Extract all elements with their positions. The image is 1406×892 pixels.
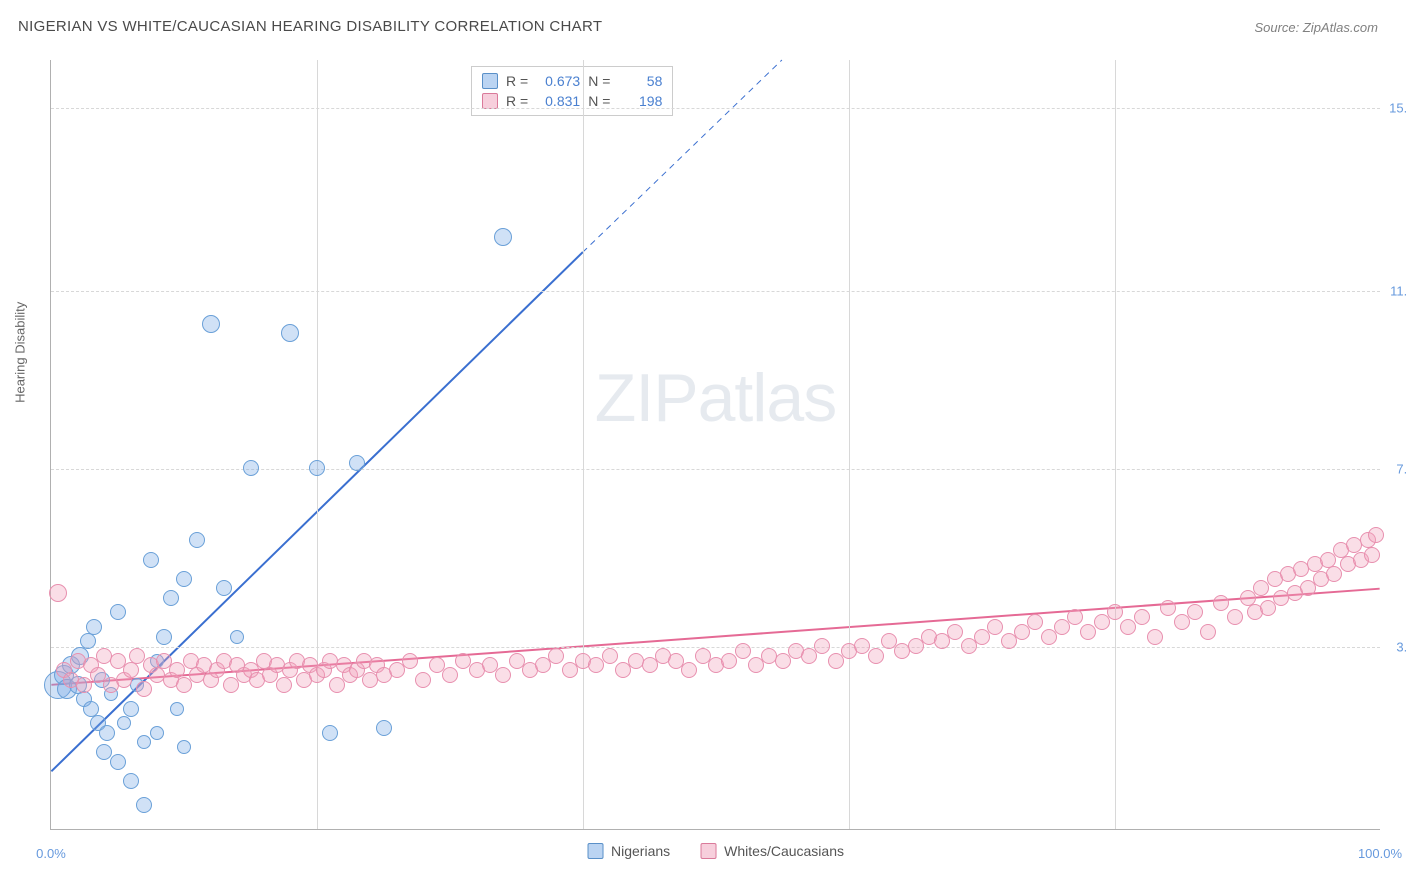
point-nigerian	[80, 633, 96, 649]
scatter-plot-area: ZIPatlas R = 0.673 N = 58 R = 0.831 N = …	[50, 60, 1380, 830]
point-nigerian	[163, 590, 179, 606]
point-nigerian	[189, 532, 205, 548]
point-nigerian	[177, 740, 191, 754]
chart-header: NIGERIAN VS WHITE/CAUCASIAN HEARING DISA…	[18, 18, 1388, 48]
point-white	[1364, 547, 1380, 563]
gridline-v	[1115, 60, 1116, 829]
point-white	[1200, 624, 1216, 640]
point-white	[1067, 609, 1083, 625]
x-axis-max-label: 100.0%	[1358, 846, 1402, 861]
legend-item-nigerians: Nigerians	[587, 843, 670, 859]
point-white	[1213, 595, 1229, 611]
point-white	[868, 648, 884, 664]
point-white	[136, 681, 152, 697]
point-white	[442, 667, 458, 683]
point-nigerian	[143, 552, 159, 568]
gridline-v	[583, 60, 584, 829]
point-nigerian	[123, 773, 139, 789]
point-nigerian	[309, 460, 325, 476]
point-white	[1147, 629, 1163, 645]
point-nigerian	[156, 629, 172, 645]
point-white	[1134, 609, 1150, 625]
gridline-h	[51, 108, 1380, 109]
point-nigerian	[110, 604, 126, 620]
point-white	[987, 619, 1003, 635]
point-nigerian	[230, 630, 244, 644]
point-white	[1368, 527, 1384, 543]
source-name: ZipAtlas.com	[1303, 20, 1378, 35]
point-nigerian	[494, 228, 512, 246]
point-nigerian	[202, 315, 220, 333]
y-tick-label: 15.0%	[1389, 101, 1406, 116]
legend-item-whites: Whites/Caucasians	[700, 843, 844, 859]
swatch-blue-icon	[587, 843, 603, 859]
point-nigerian	[322, 725, 338, 741]
point-nigerian	[243, 460, 259, 476]
point-nigerian	[123, 701, 139, 717]
y-axis-title: Hearing Disability	[13, 302, 28, 403]
point-white	[123, 662, 139, 678]
point-white	[49, 584, 67, 602]
point-nigerian	[136, 797, 152, 813]
point-nigerian	[137, 735, 151, 749]
swatch-pink-icon	[700, 843, 716, 859]
point-white	[1160, 600, 1176, 616]
point-nigerian	[117, 716, 131, 730]
point-white	[1027, 614, 1043, 630]
gridline-v	[317, 60, 318, 829]
point-white	[402, 653, 418, 669]
point-white	[1227, 609, 1243, 625]
legend-label: Nigerians	[611, 843, 670, 859]
point-nigerian	[376, 720, 392, 736]
x-axis-min-label: 0.0%	[36, 846, 66, 861]
point-nigerian	[99, 725, 115, 741]
series-legend: Nigerians Whites/Caucasians	[587, 843, 844, 859]
gridline-h	[51, 647, 1380, 648]
point-white	[1187, 604, 1203, 620]
source-attribution: Source: ZipAtlas.com	[1254, 20, 1378, 35]
legend-label: Whites/Caucasians	[724, 843, 844, 859]
point-white	[602, 648, 618, 664]
y-tick-label: 3.8%	[1396, 640, 1406, 655]
point-white	[947, 624, 963, 640]
point-white	[735, 643, 751, 659]
point-nigerian	[86, 619, 102, 635]
chart-title: NIGERIAN VS WHITE/CAUCASIAN HEARING DISA…	[18, 18, 602, 35]
gridline-v	[849, 60, 850, 829]
point-nigerian	[349, 455, 365, 471]
point-nigerian	[281, 324, 299, 342]
point-white	[415, 672, 431, 688]
source-prefix: Source:	[1254, 20, 1302, 35]
trend-lines-svg	[51, 60, 1380, 829]
point-white	[814, 638, 830, 654]
y-tick-label: 7.5%	[1396, 462, 1406, 477]
point-white	[681, 662, 697, 678]
point-white	[495, 667, 511, 683]
point-nigerian	[110, 754, 126, 770]
point-nigerian	[150, 726, 164, 740]
point-white	[276, 677, 292, 693]
point-nigerian	[170, 702, 184, 716]
gridline-h	[51, 291, 1380, 292]
point-nigerian	[176, 571, 192, 587]
point-nigerian	[216, 580, 232, 596]
y-tick-label: 11.2%	[1390, 284, 1406, 299]
point-white	[548, 648, 564, 664]
point-white	[1107, 604, 1123, 620]
